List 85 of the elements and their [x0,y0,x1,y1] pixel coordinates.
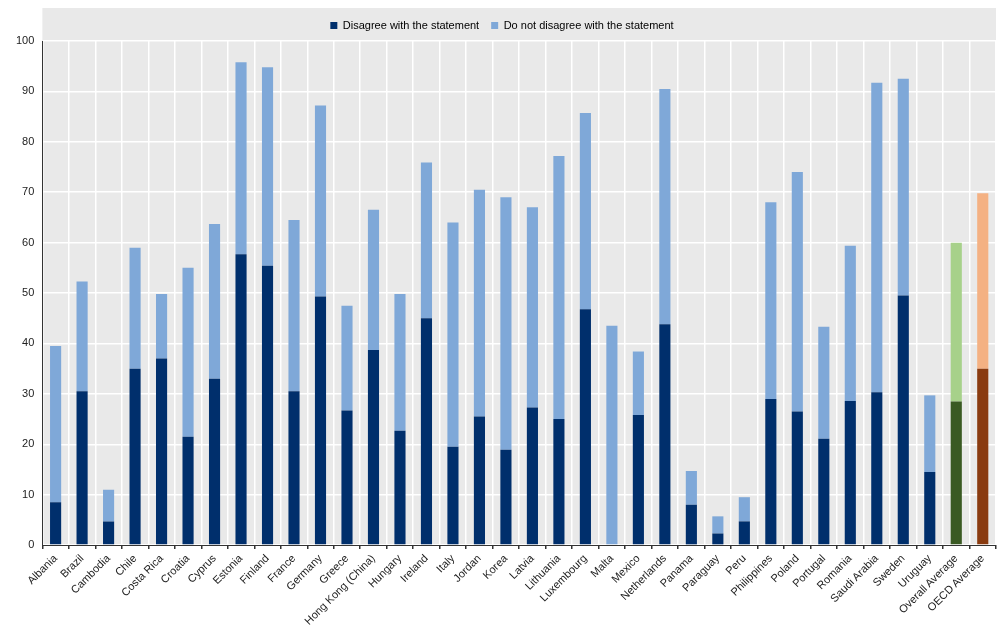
bar [632,415,644,545]
legend-label: Do not disagree with the statement [503,18,674,31]
bar [765,398,777,545]
bar [924,395,936,472]
bar [394,430,406,545]
bar [818,326,830,439]
bar [579,113,591,310]
bar [129,368,141,545]
bar [420,318,433,545]
bar [765,202,777,399]
bar [76,391,88,545]
bar [844,400,856,545]
bar [447,446,459,545]
bar [950,242,962,402]
bar [791,411,803,545]
bar [235,254,247,545]
bar [659,324,671,545]
bar [208,223,221,379]
bar [261,67,274,266]
bar [341,305,353,411]
bar [712,516,724,534]
bar [103,521,115,545]
bar [659,88,671,325]
bar [950,401,962,545]
bar [526,207,538,408]
y-tick-label: 100 [15,34,35,47]
y-tick-label: 70 [22,185,35,198]
bar [420,162,433,319]
bar [261,265,274,545]
bar [314,105,327,297]
bar [314,296,327,545]
bar [844,245,856,401]
bar [76,281,88,392]
bar [288,391,300,545]
bar [156,358,168,545]
bar [235,62,247,255]
y-tick-label: 0 [28,538,35,551]
bar [500,197,512,450]
bar [738,521,750,545]
y-tick-label: 30 [22,386,35,399]
bar [103,489,115,522]
y-tick-label: 90 [22,84,35,97]
y-tick-label: 80 [22,134,35,147]
bar [685,504,697,545]
bar [394,294,406,431]
bar [367,209,380,350]
y-tick-label: 40 [22,336,35,349]
bar [129,247,141,369]
y-tick-label: 10 [22,487,35,500]
bar [712,533,724,545]
bar [473,189,485,417]
bar [579,309,591,545]
bar [367,350,380,545]
bar [738,497,750,522]
bar [182,436,194,545]
x-tick-label: Italy [433,551,457,575]
bar [977,193,989,369]
bar [500,449,512,545]
bar [526,407,538,545]
bar [182,267,194,437]
y-tick-label: 50 [22,286,35,299]
bar [977,368,989,545]
legend-label: Disagree with the statement [342,18,480,31]
bar [288,219,300,392]
bar [685,470,697,505]
bar [447,222,459,447]
bar [341,410,353,545]
bar [50,345,62,503]
bar [156,294,168,359]
bar [632,351,644,416]
bar [606,325,618,545]
bar [473,416,485,545]
bar [208,378,221,545]
bar [924,471,936,545]
bar [871,82,883,393]
bar [818,438,830,545]
bar [553,155,565,420]
y-tick-label: 60 [22,235,35,248]
bar [791,172,803,412]
bar [871,392,883,545]
bar [553,419,565,545]
y-tick-label: 20 [22,437,35,450]
bar [897,78,909,296]
bar [897,295,909,545]
bar [50,502,62,545]
